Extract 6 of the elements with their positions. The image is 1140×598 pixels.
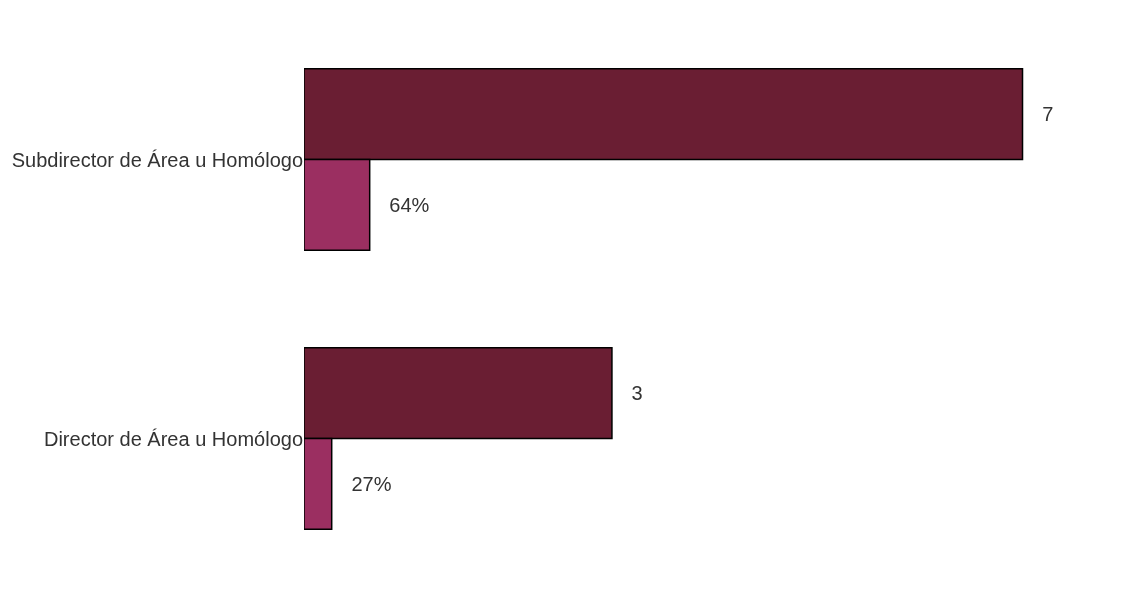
y-tick-label: Subdirector de Área u Homólogo bbox=[11, 148, 303, 171]
data-label: 64% bbox=[372, 193, 430, 216]
y-tick-label: Director de Área u Homólogo bbox=[43, 427, 303, 450]
data-label: 3 bbox=[614, 382, 643, 405]
data-label: 7 bbox=[1025, 103, 1054, 126]
data-label: 27% bbox=[334, 472, 392, 495]
